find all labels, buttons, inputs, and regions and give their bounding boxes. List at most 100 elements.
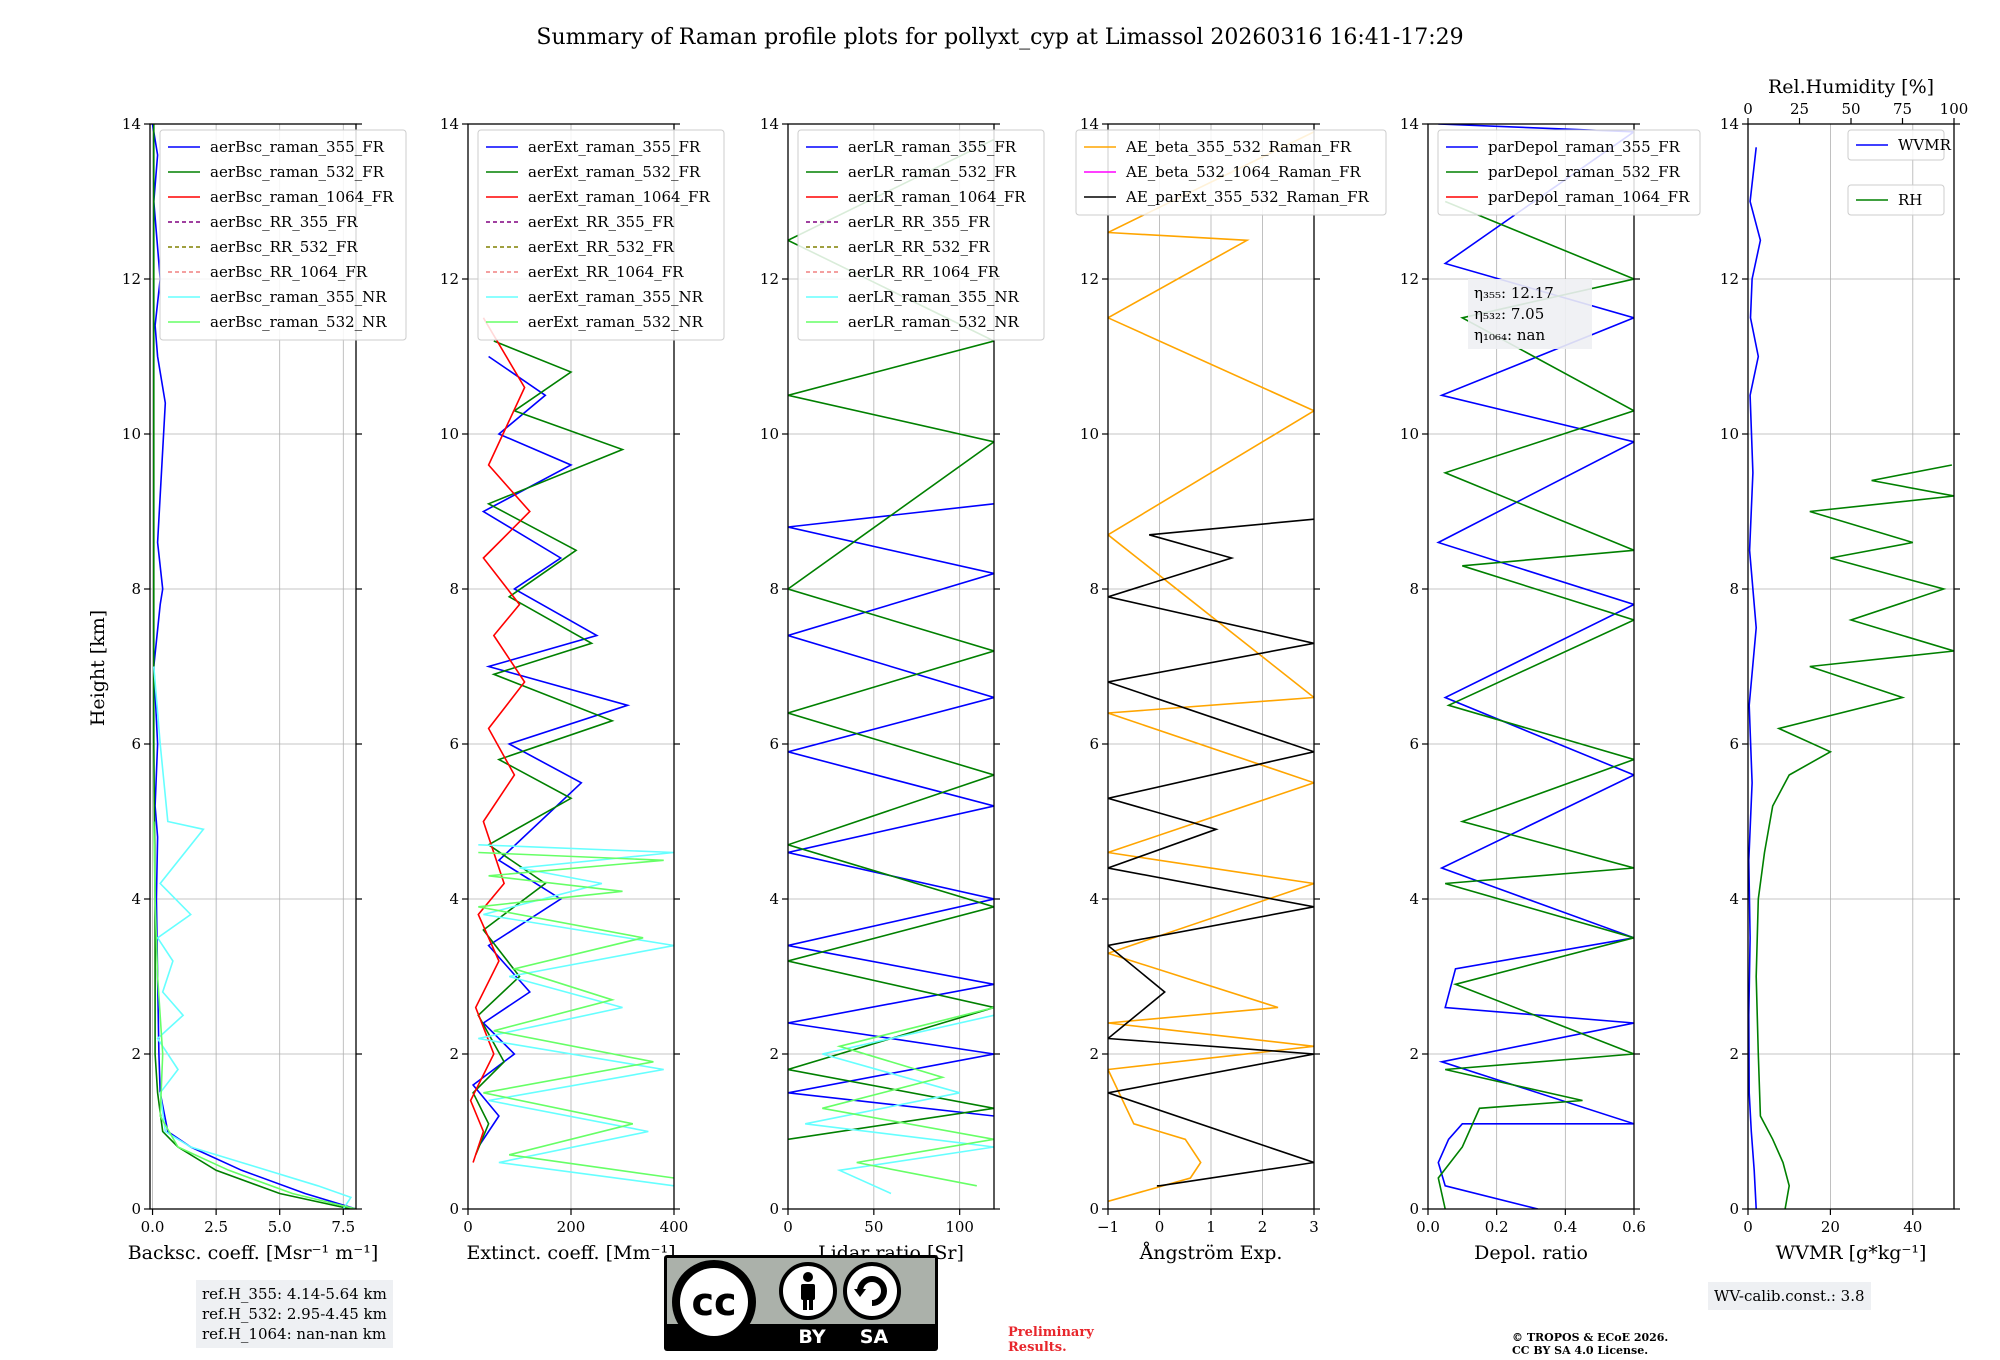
legend-box <box>1075 129 1387 216</box>
x-tick-label: 0 <box>1743 1218 1753 1236</box>
y-tick-label: 8 <box>449 580 459 598</box>
x-tick-label: 0.4 <box>1553 1218 1577 1236</box>
legend-entry: aerLR_raman_1064_FR <box>848 188 1026 206</box>
y-tick-label: 14 <box>1080 115 1099 133</box>
legend-entry: aerExt_RR_355_FR <box>528 213 675 231</box>
legend-entry: aerLR_raman_355_NR <box>848 288 1019 306</box>
y-tick-label: 14 <box>1720 115 1739 133</box>
y-tick-label: 6 <box>1089 735 1099 753</box>
legend-entry: aerBsc_raman_1064_FR <box>210 188 394 206</box>
y-tick-label: 14 <box>1400 115 1419 133</box>
series-aerLR_raman_532_NR <box>822 1006 994 1187</box>
plot-area <box>1748 124 1954 1209</box>
legend: parDepol_raman_355_FR parDepol_raman_532_… <box>1437 129 1701 216</box>
series-group <box>788 138 994 1195</box>
legend-entry: aerBsc_RR_1064_FR <box>210 263 368 281</box>
y-tick-label: 6 <box>449 735 459 753</box>
series-group <box>1748 147 1954 1209</box>
y-tick-label: 6 <box>1729 735 1739 753</box>
top-axis-label: Rel.Humidity [%] <box>1768 76 1934 98</box>
legend: AE_beta_355_532_Raman_FR AE_beta_532_1064… <box>1075 129 1387 216</box>
y-tick-label: 12 <box>1720 270 1739 288</box>
x-axis-label: Backsc. coeff. [Msr⁻¹ m⁻¹] <box>128 1242 379 1264</box>
y-tick-label: 6 <box>1409 735 1419 753</box>
legend-entry: aerExt_raman_532_NR <box>528 313 704 331</box>
x-axis-label: Depol. ratio <box>1474 1242 1588 1264</box>
x-tick-label: 50 <box>864 1218 883 1236</box>
y-tick-label: 8 <box>1089 580 1099 598</box>
series-AE_beta_355_532_Raman_FR <box>1108 131 1314 1203</box>
cc-sa-label: SA <box>860 1326 889 1348</box>
legend-box <box>477 129 725 341</box>
x-tick-label: 100 <box>945 1218 974 1236</box>
y-tick-label: 8 <box>131 580 141 598</box>
y-tick-label: 4 <box>131 890 141 908</box>
axes-frame <box>787 123 995 1210</box>
eta-value: η₁₀₆₄: nan <box>1474 326 1545 344</box>
y-tick-label: 0 <box>1729 1200 1739 1218</box>
y-tick-label: 14 <box>760 115 779 133</box>
legend-entry: aerLR_raman_355_FR <box>848 138 1017 156</box>
series-aerBsc_raman_355_NR <box>153 666 353 1209</box>
x-tick-label: 0 <box>1155 1218 1165 1236</box>
legend: aerExt_raman_355_FR aerExt_raman_532_FRae… <box>477 129 725 341</box>
cc-by-label: BY <box>798 1326 825 1348</box>
y-tick-label: 10 <box>760 425 779 443</box>
y-tick-label: 12 <box>440 270 459 288</box>
x-tick-label: 0.0 <box>1416 1218 1440 1236</box>
legend-box <box>1437 129 1701 216</box>
top-x-tick-label: 25 <box>1790 100 1809 118</box>
y-tick-label: 2 <box>769 1045 779 1063</box>
cc-logo-icon: cc <box>672 1260 756 1344</box>
series-aerLR_raman_355_NR <box>805 1014 994 1195</box>
series-aerExt_raman_1064_FR <box>469 317 531 1163</box>
legend-entry: aerBsc_raman_355_FR <box>210 138 385 156</box>
axes-frame <box>1427 123 1635 1210</box>
legend-entry: aerBsc_raman_532_FR <box>210 163 385 181</box>
series-group <box>1108 131 1314 1203</box>
y-tick-label: 10 <box>440 425 459 443</box>
legend-entry: WVMR <box>1898 136 1952 154</box>
series-aerLR_raman_355_FR <box>788 503 994 1117</box>
y-tick-label: 4 <box>1409 890 1419 908</box>
series-aerBsc_raman_532_FR <box>153 124 352 1209</box>
y-tick-label: 4 <box>769 890 779 908</box>
legend-entry: aerExt_raman_355_NR <box>528 288 704 306</box>
legend-entry: aerExt_raman_532_FR <box>528 163 701 181</box>
legend-entry: aerBsc_RR_532_FR <box>210 238 358 256</box>
figure-title: Summary of Raman profile plots for polly… <box>536 25 1463 50</box>
legend-entry: aerBsc_raman_355_NR <box>210 288 387 306</box>
legend-entry: aerExt_RR_532_FR <box>528 238 675 256</box>
y-tick-label: 6 <box>769 735 779 753</box>
x-tick-label: 0.0 <box>141 1218 165 1236</box>
series-parDepol_raman_355_FR <box>1436 124 1634 1209</box>
x-tick-label: 7.5 <box>331 1218 355 1236</box>
x-tick-label: 0.6 <box>1622 1218 1646 1236</box>
y-tick-label: 2 <box>1409 1045 1419 1063</box>
ref-height-532: ref.H_532: 2.95-4.45 km <box>202 1305 387 1323</box>
copyright-line-1: © TROPOS & ECoE 2026. <box>1512 1331 1669 1344</box>
series-aerBsc_raman_532_NR <box>153 821 356 1209</box>
legend-box <box>159 129 407 341</box>
ref-height-1064: ref.H_1064: nan-nan km <box>202 1325 387 1343</box>
legend-entry: aerBsc_RR_355_FR <box>210 213 358 231</box>
legend-entry: aerLR_RR_1064_FR <box>848 263 1000 281</box>
legend: aerBsc_raman_355_FR aerBsc_raman_532_FRae… <box>159 129 407 341</box>
series-group <box>151 124 356 1209</box>
y-tick-label: 6 <box>131 735 141 753</box>
legend-entry: aerLR_raman_532_NR <box>848 313 1019 331</box>
preliminary-line-1: Preliminary <box>1008 1325 1094 1340</box>
legend-box <box>797 129 1045 341</box>
legend: aerLR_raman_355_FR aerLR_raman_532_FR aerL… <box>797 129 1045 341</box>
x-tick-label: 20 <box>1821 1218 1840 1236</box>
panel-extinction: 0 2 4 6 8 10 12 14 0 200 400 Extinct. coeff. [Mm⁻¹]… <box>440 115 725 1264</box>
series-aerBsc_raman_355_FR <box>151 124 356 1209</box>
panel-backscatter: 0 2 4 6 8 10 12 14 0.0 2.5 5.0 7.5 Backsc. coeff. [M… <box>122 115 407 1264</box>
x-tick-label: 2 <box>1258 1218 1268 1236</box>
ref-height-355: ref.H_355: 4.14-5.64 km <box>202 1285 387 1303</box>
series-aerExt_raman_532_NR <box>478 851 674 1179</box>
panel-depolarization: 0 2 4 6 8 10 12 14 0.0 0.2 0.4 0.6 Depol. ratio parDe… <box>1400 115 1701 1264</box>
